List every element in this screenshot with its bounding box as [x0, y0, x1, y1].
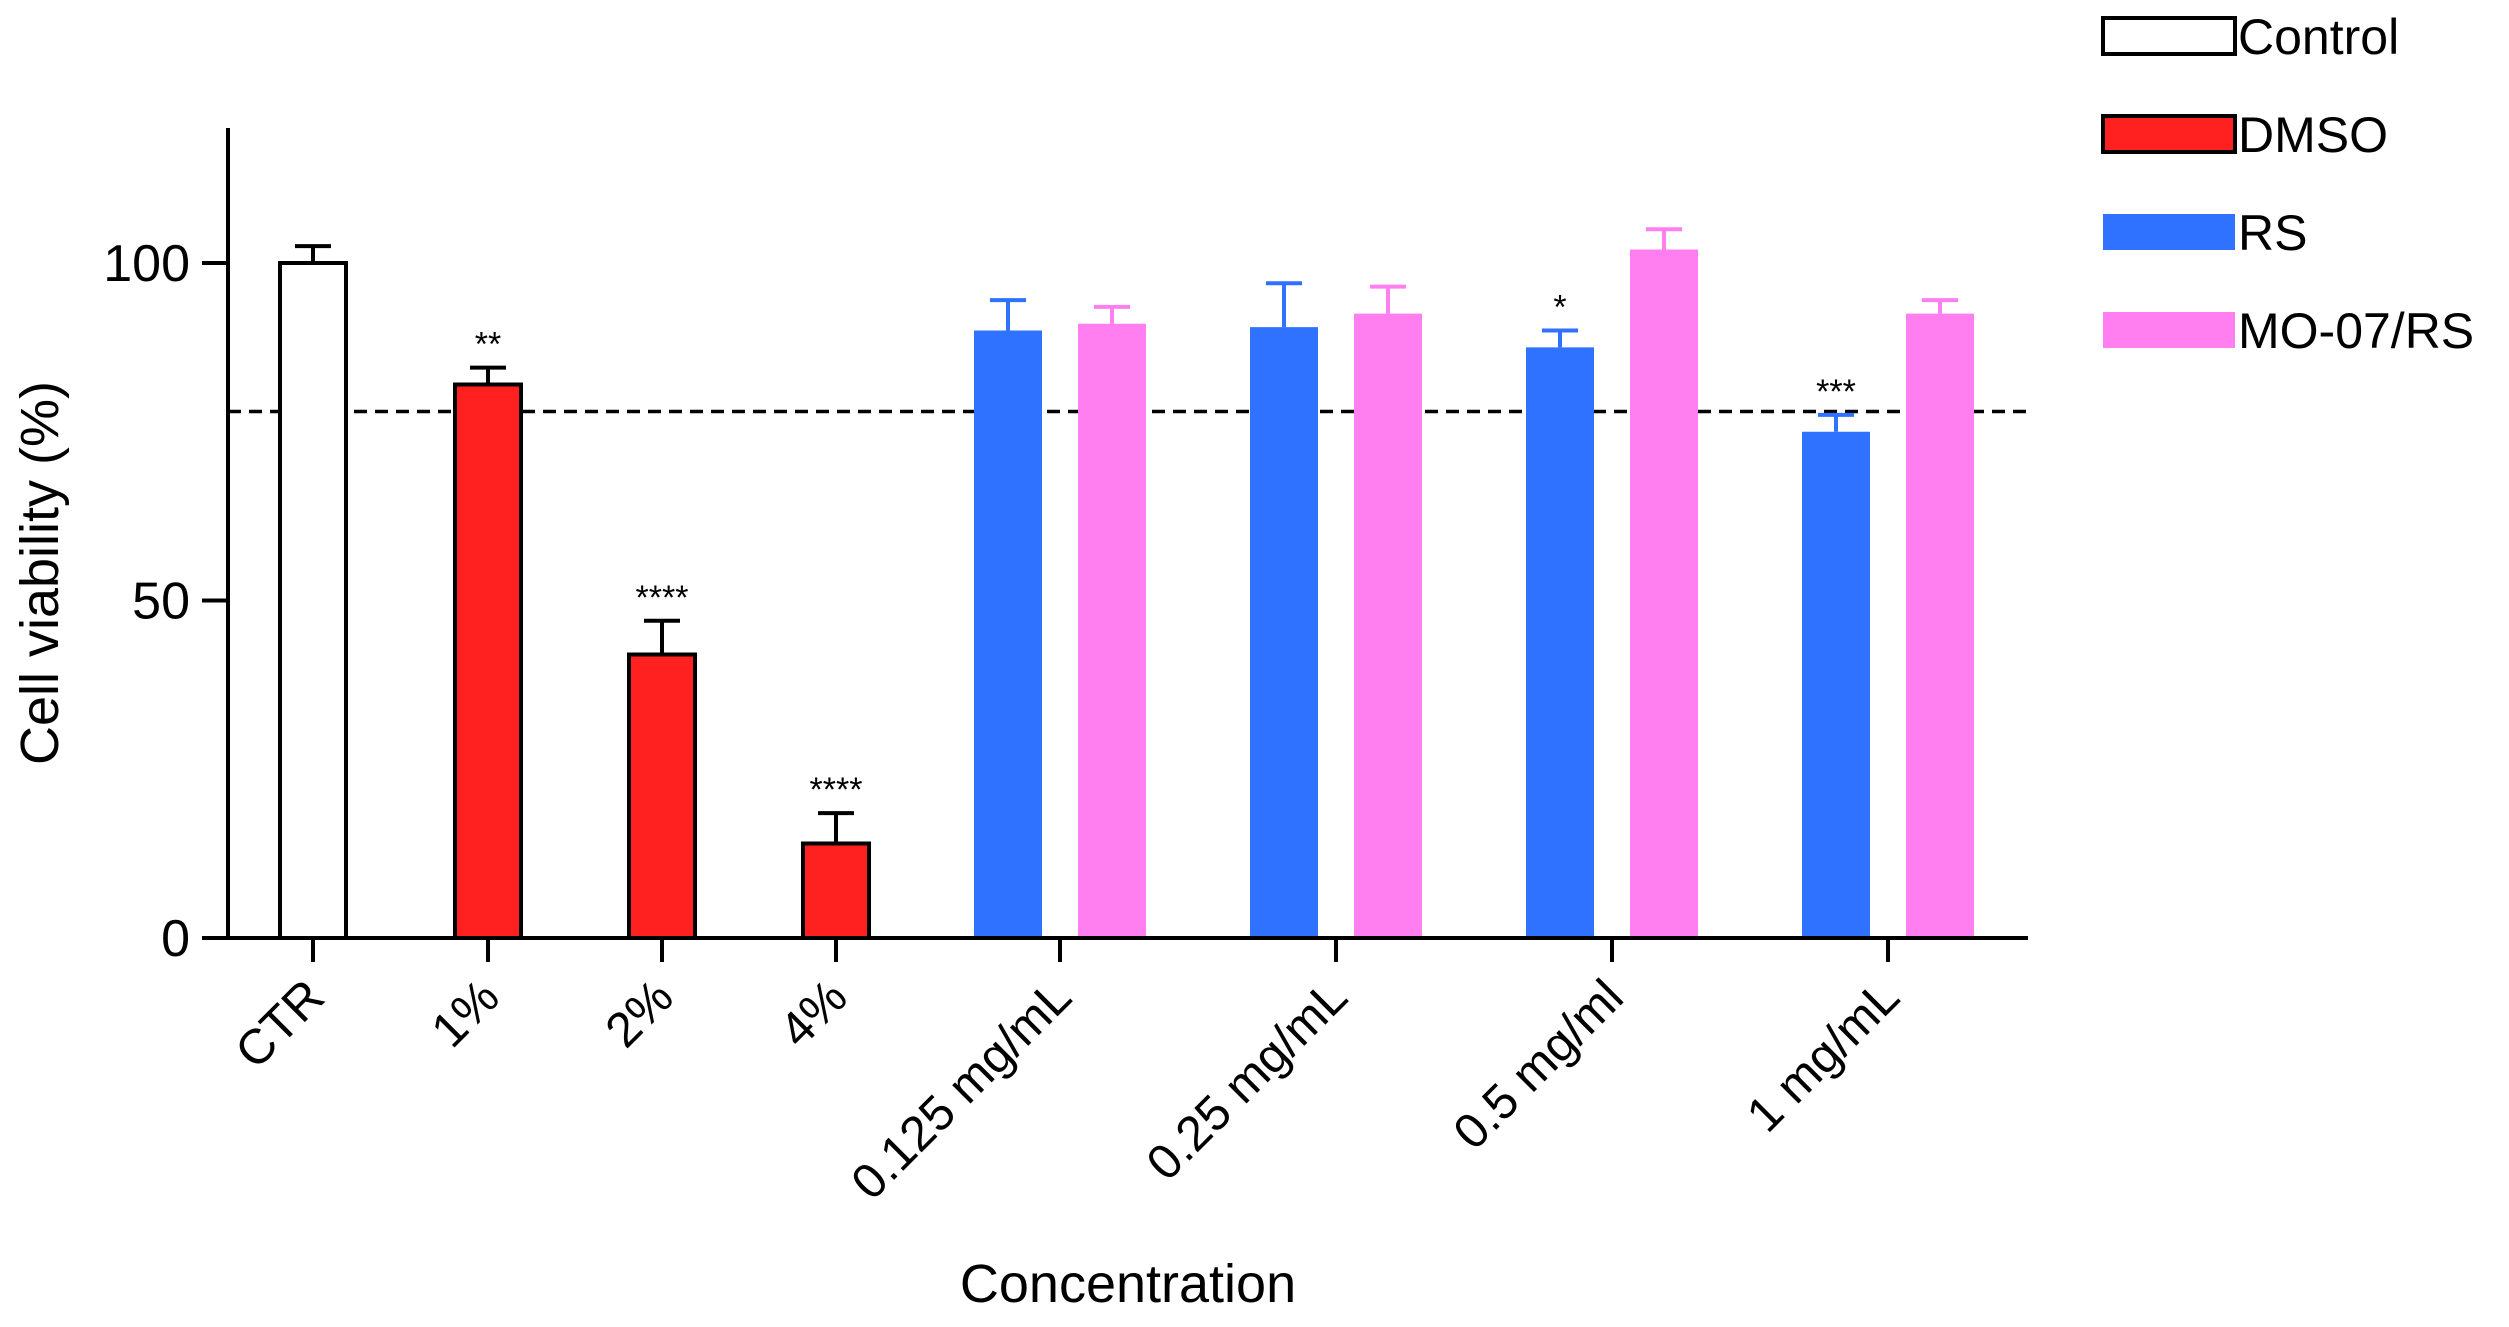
bars-layer [278, 227, 1974, 940]
x-category-label: CTR [225, 970, 334, 1079]
y-tick-label: 100 [103, 235, 190, 293]
bar-control [278, 261, 348, 940]
significance-label: ** [475, 326, 501, 364]
ticks-layer [202, 261, 1890, 962]
legend-swatch-dmso [2101, 114, 2237, 154]
x-category-label: 1% [422, 970, 510, 1058]
bar-dmso [453, 382, 523, 940]
x-category-label: 1 mg/mL [1737, 970, 1910, 1143]
x-category-label: 0.5 mg/ml [1443, 970, 1633, 1160]
bar-rs [1526, 347, 1594, 938]
significance-label: **** [636, 579, 689, 617]
x-category-label: 0.25 mg/mL [1137, 970, 1358, 1191]
bar-dmso [801, 841, 871, 940]
significance-label: **** [810, 771, 863, 809]
x-category-label: 2% [596, 970, 684, 1058]
legend-label: MO-07/RS [2238, 303, 2474, 359]
legend-label: RS [2238, 205, 2307, 261]
legend-label: DMSO [2238, 107, 2388, 163]
x-category-label: 4% [770, 970, 858, 1058]
bar-rs [1802, 431, 1870, 938]
bar-mo-07-rs [1354, 313, 1422, 938]
x-category-label: 0.125 mg/mL [841, 970, 1081, 1210]
legend-swatch-rs [2103, 214, 2235, 250]
significance-label: * [1553, 289, 1566, 327]
legend-swatch-control [2101, 16, 2237, 56]
y-tick-label: 0 [161, 910, 190, 968]
bar-rs [1250, 327, 1318, 938]
legend: Control DMSO RS MO-07/RS [2101, 9, 2474, 359]
y-tick-label: 50 [132, 573, 190, 631]
bar-mo-07-rs [1906, 313, 1974, 938]
significance-label: *** [1816, 373, 1856, 411]
bar-mo-07-rs [1078, 323, 1146, 938]
legend-swatch-mo-07-rs [2103, 312, 2235, 348]
bar-dmso [627, 652, 697, 940]
y-axis-title: Cell viability (%) [10, 381, 70, 765]
bar-rs [974, 330, 1042, 938]
legend-label: Control [2238, 9, 2399, 65]
x-axis-title: Concentration [960, 1254, 1296, 1314]
bar-mo-07-rs [1630, 249, 1698, 938]
